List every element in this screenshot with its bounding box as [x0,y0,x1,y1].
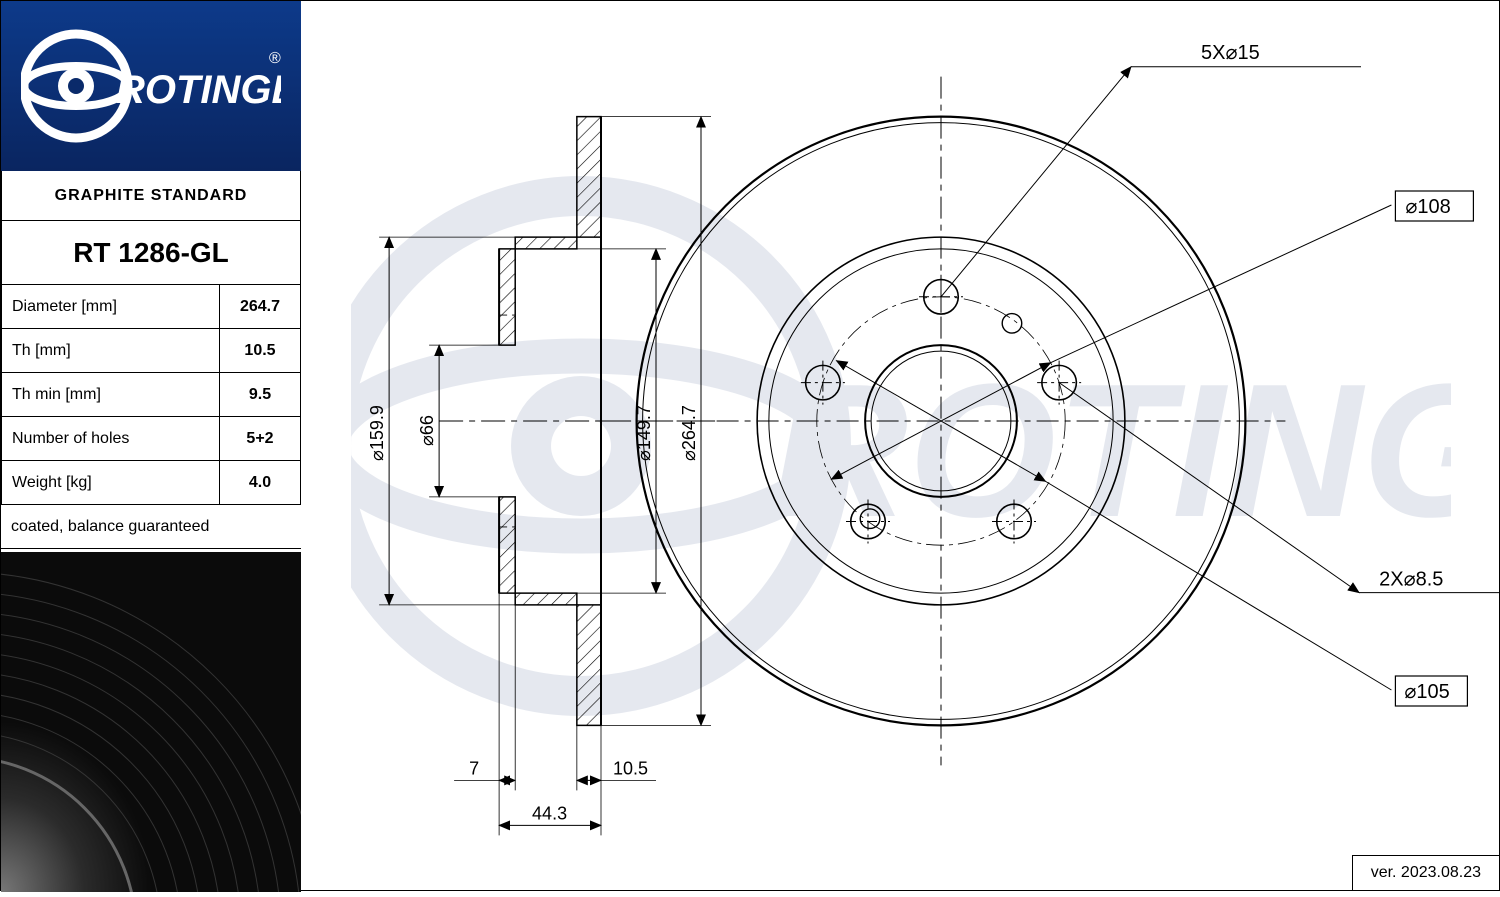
spec-row: Diameter [mm] 264.7 [1,285,301,329]
registered-mark: ® [269,50,281,67]
spec-label: Th min [mm] [2,373,220,416]
spec-value: 4.0 [220,461,300,504]
spec-note: coated, balance guaranteed [1,505,301,549]
spec-value: 5+2 [220,417,300,460]
brand-text: ROTINGER [116,68,281,112]
svg-text:⌀108: ⌀108 [1405,196,1450,218]
spec-label: Diameter [mm] [2,285,220,328]
spec-row: Number of holes 5+2 [1,417,301,461]
product-photo [1,552,301,892]
spec-label: Number of holes [2,417,220,460]
svg-text:7: 7 [469,758,479,778]
spec-row: Th [mm] 10.5 [1,329,301,373]
svg-text:⌀105: ⌀105 [1404,681,1449,703]
section-view: ⌀264.7⌀149.7⌀159.9⌀66710.544.3 [367,117,721,836]
sidebar: ROTINGER ® GRAPHITE STANDARD RT 1286-GL … [1,1,301,892]
spec-row: Th min [mm] 9.5 [1,373,301,417]
spec-value: 9.5 [220,373,300,416]
part-number: RT 1286-GL [1,221,301,285]
brand-logo: ROTINGER ® [1,1,301,171]
spec-row: Weight [kg] 4.0 [1,461,301,505]
spec-label: Th [mm] [2,329,220,372]
version-label: ver. 2023.08.23 [1352,855,1499,890]
svg-text:10.5: 10.5 [613,758,648,778]
svg-text:2X⌀8.5: 2X⌀8.5 [1379,569,1443,591]
spec-value: 264.7 [220,285,300,328]
svg-text:⌀264.7: ⌀264.7 [679,405,699,461]
svg-text:5X⌀15: 5X⌀15 [1201,42,1260,64]
product-line: GRAPHITE STANDARD [1,171,301,221]
svg-text:⌀159.9: ⌀159.9 [367,405,387,461]
technical-drawing: ⌀264.7⌀149.7⌀159.9⌀66710.544.3 5X⌀15⌀108… [301,1,1500,892]
spec-label: Weight [kg] [2,461,220,504]
svg-text:⌀66: ⌀66 [417,415,437,446]
front-view: 5X⌀15 ⌀108 2X⌀8.5 ⌀105 [597,42,1500,766]
page: ROTINGER ROTINGER ® GRAPHITE STANDARD RT… [0,0,1500,891]
svg-text:44.3: 44.3 [532,803,567,823]
spec-value: 10.5 [220,329,300,372]
